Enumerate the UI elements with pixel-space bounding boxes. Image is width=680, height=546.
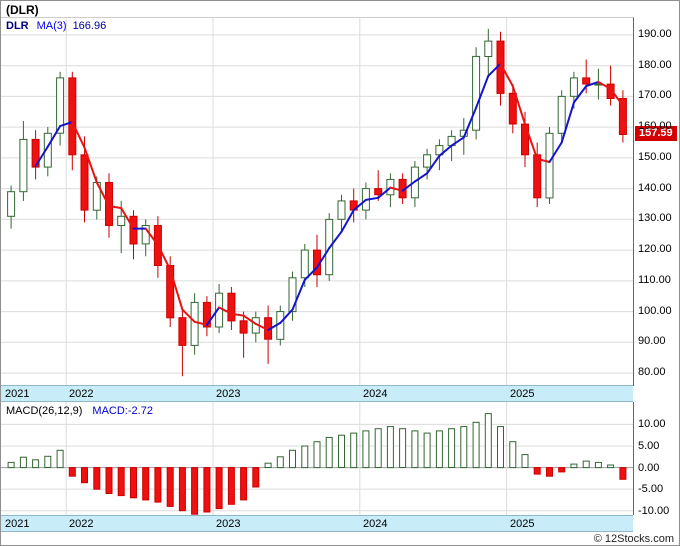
year-axis-top: 2021 2022 2023 2024 2025 <box>1 385 633 402</box>
price-axis-label: 120.00 <box>638 243 672 255</box>
year-label: 2021 <box>5 388 30 400</box>
macd-axis: 10.00 5.00 0.00 -5.00 -10.00 <box>634 402 679 517</box>
price-axis-label: 100.00 <box>638 305 672 317</box>
year-label: 2021 <box>5 518 30 530</box>
price-axis-label: 150.00 <box>638 151 672 163</box>
price-axis-label: 90.00 <box>638 335 666 347</box>
macd-axis-label: 5.00 <box>638 440 660 452</box>
price-axis-label: 170.00 <box>638 89 672 101</box>
macd-axis-label: -5.00 <box>638 483 664 495</box>
ma-indicator-value: 166.96 <box>72 20 107 32</box>
price-axis-label: 190.00 <box>638 28 672 40</box>
ticker-symbol: DLR <box>6 20 29 32</box>
ma-indicator-label: MA(3) <box>36 20 67 32</box>
year-label: 2025 <box>510 388 535 400</box>
ma-line <box>34 62 624 331</box>
year-label: 2023 <box>216 388 241 400</box>
price-chart <box>1 17 634 386</box>
year-label: 2024 <box>363 518 388 530</box>
macd-histogram <box>7 413 627 515</box>
macd-indicator-label: MACD(26,12,9) <box>6 405 83 417</box>
price-chart-legend: DLR MA(3) 166.96 <box>6 20 106 32</box>
page-title: (DLR) <box>6 3 39 17</box>
year-axis-bottom: 2021 2022 2023 2024 2025 <box>1 515 633 532</box>
price-axis-label: 140.00 <box>638 182 672 194</box>
price-axis-label: 110.00 <box>638 274 671 286</box>
last-price-tag: 157.59 <box>635 126 677 141</box>
price-axis-label: 130.00 <box>638 212 672 224</box>
candlestick-series <box>7 28 627 377</box>
year-label: 2024 <box>363 388 388 400</box>
year-label: 2022 <box>69 388 94 400</box>
watermark: © 12Stocks.com <box>593 533 674 545</box>
year-label: 2025 <box>510 518 535 530</box>
year-label: 2023 <box>216 518 241 530</box>
price-axis-label: 160.00 <box>638 120 672 132</box>
macd-axis-label: 0.00 <box>638 462 660 474</box>
price-axis-label: 80.00 <box>638 366 666 378</box>
price-axis-label: 180.00 <box>638 59 672 71</box>
macd-chart <box>1 402 634 515</box>
macd-axis-label: 10.00 <box>638 418 666 430</box>
macd-axis-label: -10.00 <box>638 505 670 517</box>
macd-indicator-value: MACD:-2.72 <box>92 405 153 417</box>
price-axis: 157.59 190.00 180.00 170.00 160.00 150.00 140… <box>634 17 679 385</box>
macd-legend: MACD(26,12,9) MACD:-2.72 <box>6 405 153 417</box>
year-label: 2022 <box>69 518 94 530</box>
